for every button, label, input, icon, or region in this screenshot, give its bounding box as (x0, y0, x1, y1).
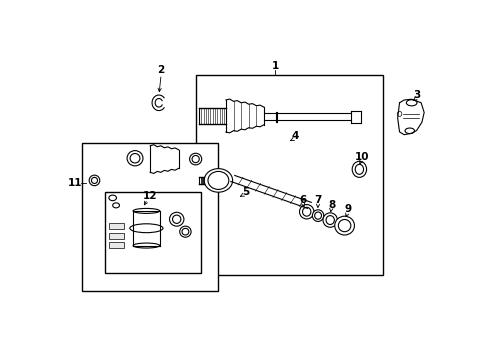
Ellipse shape (325, 216, 334, 225)
Text: 3: 3 (412, 90, 419, 100)
Ellipse shape (299, 204, 313, 219)
Bar (109, 242, 123, 248)
Ellipse shape (312, 210, 323, 221)
Ellipse shape (127, 150, 142, 166)
Ellipse shape (351, 161, 366, 177)
Text: 9: 9 (344, 204, 351, 214)
Ellipse shape (130, 153, 140, 163)
Text: 7: 7 (314, 195, 321, 205)
Circle shape (109, 195, 116, 201)
Ellipse shape (314, 212, 321, 219)
Ellipse shape (91, 177, 97, 184)
Ellipse shape (189, 153, 202, 165)
Ellipse shape (302, 207, 310, 216)
Bar (195, 75, 383, 275)
Text: 5: 5 (242, 186, 249, 197)
Bar (109, 223, 123, 229)
Text: 10: 10 (354, 152, 368, 162)
Text: 12: 12 (142, 191, 157, 201)
Text: 11: 11 (68, 177, 82, 188)
Text: 4: 4 (291, 131, 298, 141)
Ellipse shape (323, 213, 337, 227)
Ellipse shape (172, 215, 181, 223)
Bar (104, 192, 201, 273)
Text: 8: 8 (327, 199, 335, 210)
Ellipse shape (404, 128, 414, 134)
Bar (109, 233, 123, 239)
Ellipse shape (133, 208, 159, 213)
Ellipse shape (338, 220, 350, 232)
Ellipse shape (129, 224, 163, 233)
Text: 1: 1 (271, 61, 278, 71)
Ellipse shape (182, 228, 188, 235)
Ellipse shape (180, 226, 191, 237)
Ellipse shape (207, 171, 228, 189)
Ellipse shape (396, 111, 401, 116)
Ellipse shape (192, 156, 199, 163)
Text: 2: 2 (157, 66, 164, 75)
Bar (82, 143, 218, 291)
Ellipse shape (406, 100, 416, 106)
Ellipse shape (204, 168, 232, 192)
Circle shape (112, 203, 119, 208)
Ellipse shape (354, 164, 363, 174)
Ellipse shape (89, 175, 100, 186)
Ellipse shape (133, 243, 159, 248)
Text: 6: 6 (299, 195, 306, 205)
Ellipse shape (334, 216, 354, 235)
Ellipse shape (169, 212, 183, 226)
